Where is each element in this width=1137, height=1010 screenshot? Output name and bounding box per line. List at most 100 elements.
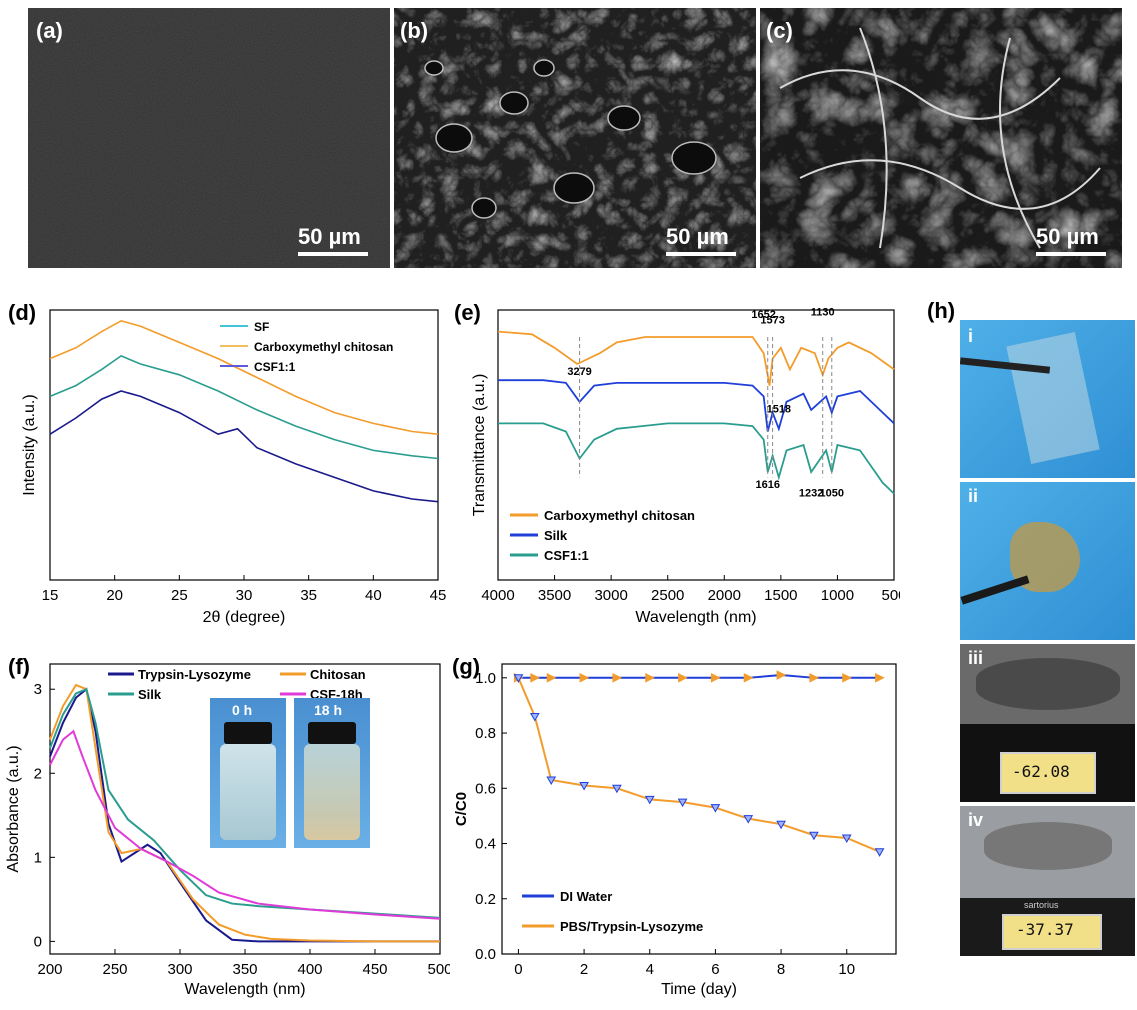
photo-h-ii: ii bbox=[960, 482, 1135, 640]
y-tick-label: 2 bbox=[34, 765, 42, 782]
x-tick-label: 500 bbox=[881, 587, 900, 604]
panel-f: (f) 200 250 300 350 400 450 500 0 1 2 3 Wavelength (… bbox=[0, 652, 453, 1005]
sub-label-i: i bbox=[968, 326, 974, 346]
scale-bar-b bbox=[666, 252, 736, 256]
data-point bbox=[710, 673, 721, 683]
x-tick-label: 450 bbox=[362, 961, 387, 978]
peak-annotation: 1652 bbox=[751, 309, 775, 321]
data-point bbox=[530, 673, 540, 683]
panel-label-b: (b) bbox=[400, 18, 429, 43]
panel-label-e: (e) bbox=[454, 300, 481, 325]
x-tick-label: 3000 bbox=[594, 587, 627, 604]
panel-e: (e) 4000 3500 3000 2500 2000 1500 1000 500 Wavele… bbox=[450, 298, 907, 643]
x-tick-label: 4000 bbox=[481, 587, 514, 604]
legend-label: Silk bbox=[138, 687, 162, 702]
y-axis-label: Absorbance (a.u.) bbox=[5, 745, 22, 872]
panel-label-h: (h) bbox=[927, 298, 956, 323]
plot-frame bbox=[497, 309, 895, 581]
legend-label: SF bbox=[254, 320, 269, 334]
x-axis-label: Wavelength (nm) bbox=[184, 981, 305, 998]
sem-image-c: (c) 50 µm bbox=[760, 8, 1122, 268]
x-tick-label: 300 bbox=[167, 961, 192, 978]
scale-bar-c bbox=[1036, 252, 1106, 256]
vial-cap-18h bbox=[308, 722, 356, 744]
panel-d: (d) 15 20 25 30 35 40 45 2θ (degree) Intensity (a… bbox=[0, 298, 450, 643]
series-line bbox=[49, 319, 439, 435]
x-tick-label: 6 bbox=[711, 961, 719, 978]
x-tick-label: 10 bbox=[838, 961, 855, 978]
data-point bbox=[677, 798, 688, 808]
vial-body-18h bbox=[304, 744, 360, 840]
data-point bbox=[809, 831, 819, 841]
legend-label: Carboxymethyl chitosan bbox=[254, 340, 393, 354]
tweezers-ii bbox=[960, 575, 1030, 605]
panel-label-a: (a) bbox=[36, 18, 63, 43]
data-point bbox=[529, 712, 540, 722]
vial-cap-0h bbox=[224, 722, 272, 744]
series-line bbox=[49, 390, 439, 503]
uv-vis-chart: (f) 200 250 300 350 400 450 500 0 1 2 3 Wavelength (… bbox=[5, 654, 453, 998]
legend-label: Carboxymethyl chitosan bbox=[544, 508, 695, 523]
data-point bbox=[776, 820, 786, 830]
x-tick-label: 500 bbox=[427, 961, 450, 978]
legend-label: Trypsin-Lysozyme bbox=[138, 667, 251, 682]
data-point bbox=[841, 834, 852, 844]
sem-texture-c bbox=[760, 8, 1122, 268]
scale-bar-label-c: 50 µm bbox=[1036, 224, 1099, 249]
y-axis-label: C/C0 bbox=[453, 792, 470, 826]
y-tick-label: 0.6 bbox=[475, 780, 496, 797]
xrd-chart: (d) 15 20 25 30 35 40 45 2θ (degree) Intensity (a… bbox=[8, 300, 446, 626]
series-line bbox=[49, 354, 439, 460]
data-point bbox=[546, 776, 557, 786]
panel-label-d: (d) bbox=[8, 300, 36, 325]
panel-g: (g) 0 2 4 6 8 10 0.0 0.2 0.4 0.6 0.8 1.0 Time (day) C/… bbox=[450, 652, 905, 1005]
balance-readout-iii: -62.08 bbox=[1012, 762, 1070, 781]
legend-label: CSF1:1 bbox=[544, 548, 589, 563]
balance-readout-iv: -37.37 bbox=[1016, 920, 1074, 939]
peak-annotation: 1573 bbox=[760, 315, 784, 327]
x-tick-label: 15 bbox=[42, 587, 59, 604]
balance-pan bbox=[976, 658, 1120, 710]
data-point bbox=[645, 673, 655, 683]
peak-annotation: 1130 bbox=[811, 306, 835, 318]
x-tick-label: 400 bbox=[297, 961, 322, 978]
inset-vial-18h: 18 h bbox=[294, 698, 370, 848]
x-axis-label: Time (day) bbox=[661, 981, 737, 998]
series-line bbox=[517, 677, 880, 853]
data-point bbox=[809, 673, 820, 683]
legend-label: Silk bbox=[544, 528, 568, 543]
x-tick-label: 2 bbox=[580, 961, 588, 978]
x-axis-label: Wavelength (nm) bbox=[635, 609, 756, 626]
vial-body-0h bbox=[220, 744, 276, 840]
x-tick-label: 40 bbox=[365, 587, 382, 604]
ftir-chart: (e) 4000 3500 3000 2500 2000 1500 1000 500 Wavele… bbox=[454, 300, 907, 626]
sem-texture-a bbox=[28, 8, 390, 268]
data-point bbox=[644, 795, 655, 805]
x-tick-label: 200 bbox=[37, 961, 62, 978]
x-tick-label: 35 bbox=[300, 587, 317, 604]
panel-label-c: (c) bbox=[766, 18, 793, 43]
data-point bbox=[612, 784, 622, 794]
y-tick-label: 0 bbox=[34, 933, 42, 950]
sub-label-iv: iv bbox=[968, 810, 984, 830]
balance-display bbox=[1000, 752, 1096, 794]
panel-label-f: (f) bbox=[8, 654, 30, 679]
inset-label-18h: 18 h bbox=[314, 702, 343, 718]
photo-h-i: i bbox=[960, 320, 1135, 478]
series-line bbox=[49, 687, 440, 943]
scale-bar-a bbox=[298, 252, 368, 256]
data-point bbox=[678, 673, 688, 683]
transparent-film bbox=[1006, 332, 1100, 464]
degradation-chart: (g) 0 2 4 6 8 10 0.0 0.2 0.4 0.6 0.8 1.0 Time (day) C/… bbox=[452, 654, 897, 998]
data-point bbox=[743, 673, 754, 683]
legend-label: Chitosan bbox=[310, 667, 366, 682]
data-point bbox=[579, 782, 589, 791]
y-tick-label: 0.0 bbox=[475, 946, 496, 963]
series-line bbox=[518, 674, 880, 679]
data-point bbox=[875, 673, 885, 683]
x-tick-label: 0 bbox=[514, 961, 522, 978]
series-line bbox=[498, 422, 895, 495]
y-tick-label: 0.4 bbox=[475, 836, 496, 853]
x-tick-label: 1500 bbox=[764, 587, 797, 604]
data-point bbox=[743, 815, 754, 824]
